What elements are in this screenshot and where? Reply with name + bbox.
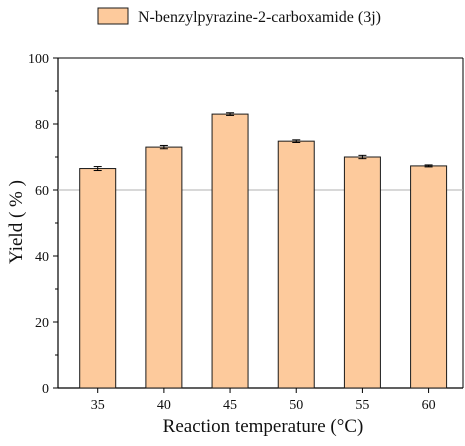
x-tick-label-50: 50 (289, 398, 303, 413)
y-axis-title: Yield ( % ) (6, 180, 27, 264)
bar-50 (277, 140, 315, 389)
x-axis: 35 40 45 50 55 60 (91, 388, 436, 413)
y-tick-label-40: 40 (35, 250, 49, 265)
x-tick-label-55: 55 (355, 398, 369, 413)
plot-frame (57, 57, 464, 389)
x-axis-title: Reaction temperature (°C) (163, 416, 364, 437)
y-axis: 0 20 40 60 80 100 (28, 52, 58, 397)
bars-group (79, 113, 448, 389)
y-tick-label-20: 20 (35, 316, 49, 331)
error-bars-group (93, 112, 433, 172)
y-tick-label-100: 100 (28, 52, 49, 67)
x-tick-label-45: 45 (223, 398, 237, 413)
y-tick-label-80: 80 (35, 118, 49, 133)
legend: N-benzylpyrazine-2-carboxamide (3j) (97, 7, 381, 26)
x-tick-label-40: 40 (157, 398, 171, 413)
bar-60 (410, 165, 448, 389)
bar-40 (145, 146, 183, 389)
legend-label: N-benzylpyrazine-2-carboxamide (3j) (138, 9, 381, 26)
y-tick-label-0: 0 (42, 382, 49, 397)
x-tick-label-35: 35 (91, 398, 105, 413)
x-tick-label-60: 60 (422, 398, 436, 413)
y-tick-label-60: 60 (35, 184, 49, 199)
bar-55 (343, 156, 381, 389)
bar-45 (211, 113, 249, 389)
bar-35 (79, 168, 117, 389)
legend-swatch (97, 7, 129, 25)
